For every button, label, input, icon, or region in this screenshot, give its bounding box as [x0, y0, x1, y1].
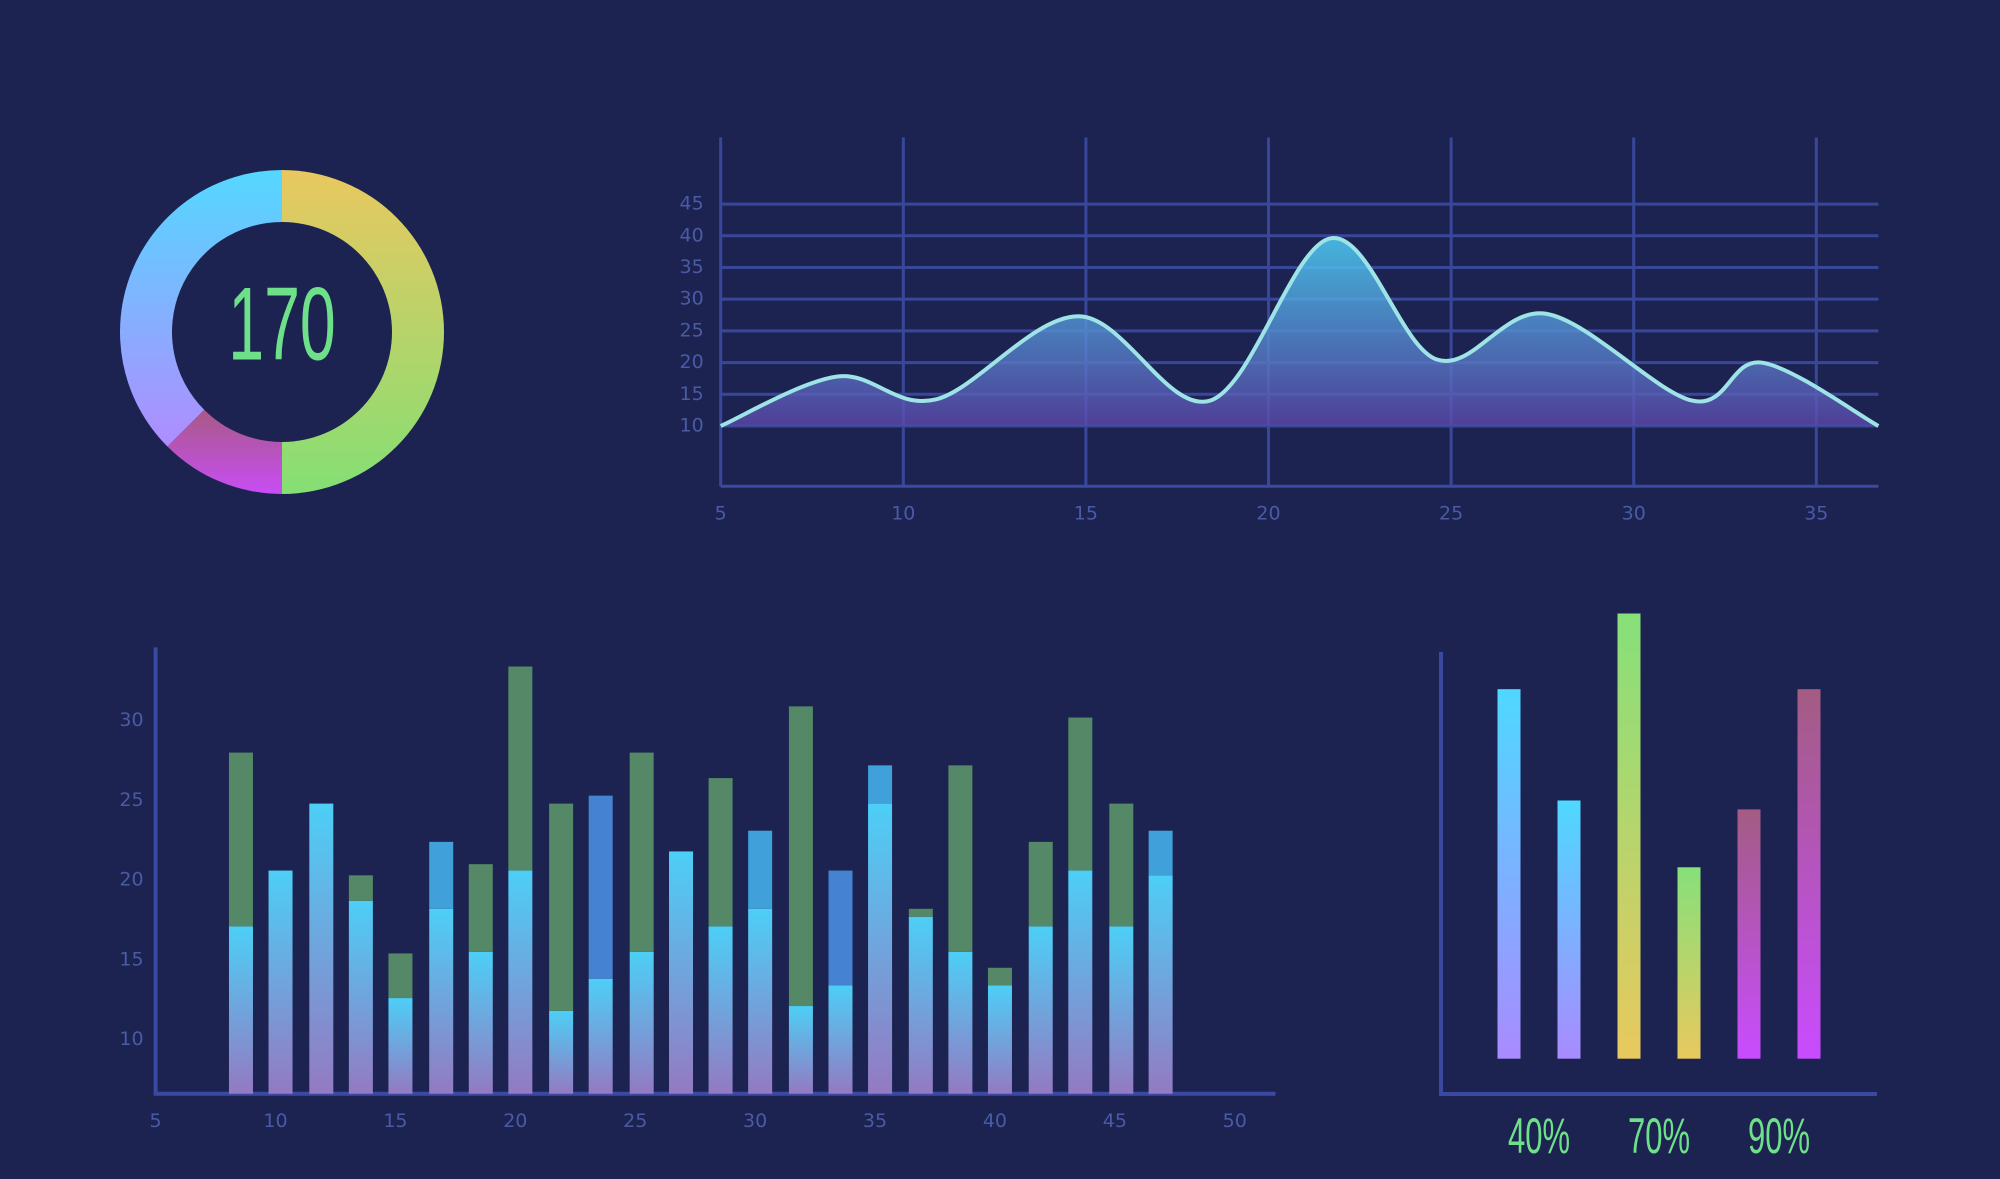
- y-tick-label: 10: [680, 414, 704, 436]
- x-tick-label: 25: [1439, 503, 1463, 525]
- bar-segment: [788, 1006, 813, 1094]
- bar-segment: [828, 870, 853, 986]
- bar-segment: [1109, 803, 1134, 927]
- bar-segment: [908, 916, 933, 1094]
- bar-segment: [708, 926, 733, 1094]
- bar-segment: [987, 967, 1012, 986]
- x-tick-label: 5: [715, 503, 727, 525]
- bar: [1737, 809, 1761, 1059]
- x-tick-label: 35: [1804, 503, 1828, 525]
- donut-segment: [119, 170, 282, 447]
- bar-segment: [828, 985, 853, 1094]
- bar-segment: [429, 841, 454, 909]
- bar-segment: [429, 908, 454, 1094]
- x-tick-label: 40: [983, 1110, 1007, 1132]
- bar-segment: [669, 851, 694, 1094]
- bar-segment: [1148, 830, 1173, 876]
- bar: [1497, 689, 1521, 1059]
- category-label: 90%: [1748, 1108, 1810, 1164]
- bar-segment: [228, 752, 253, 927]
- bar-segment: [508, 870, 533, 1094]
- bar-segment: [987, 985, 1012, 1094]
- y-tick-label: 20: [119, 869, 143, 891]
- x-tick-label: 25: [623, 1110, 647, 1132]
- bar-segment: [468, 951, 493, 1094]
- bar-segment: [1028, 926, 1053, 1094]
- axis-line: [153, 647, 1276, 1096]
- y-tick-label: 25: [680, 319, 704, 341]
- bar-segment: [1068, 870, 1093, 1094]
- bar-segment: [1028, 841, 1053, 927]
- bar: [1797, 689, 1821, 1059]
- axis-line: [1439, 652, 1877, 1096]
- bar-segment: [549, 803, 574, 1011]
- bar-segment: [549, 1010, 574, 1094]
- y-tick-label: 15: [119, 948, 143, 970]
- bar-segment: [948, 951, 973, 1094]
- x-tick-label: 35: [863, 1110, 887, 1132]
- bar-segment: [1068, 717, 1093, 871]
- bar-segment: [588, 978, 613, 1094]
- bar-segment: [629, 951, 654, 1094]
- bar-segment: [1109, 926, 1134, 1094]
- x-tick-label: 10: [891, 503, 915, 525]
- bar-segment: [508, 666, 533, 871]
- x-tick-label: 30: [1622, 503, 1646, 525]
- bar-segment: [309, 803, 334, 1094]
- line: [719, 236, 1880, 428]
- y-tick-label: 30: [119, 709, 143, 731]
- y-tick-label: 25: [119, 789, 143, 811]
- bar-segment: [788, 706, 813, 1007]
- bar-segment: [348, 900, 373, 1094]
- bar-segment: [748, 908, 773, 1094]
- x-tick-label: 15: [383, 1110, 407, 1132]
- y-tick-label: 20: [680, 351, 704, 373]
- donut-center-value: 170: [228, 267, 336, 382]
- x-tick-label: 50: [1223, 1110, 1247, 1132]
- x-tick-label: 15: [1074, 503, 1098, 525]
- category-label: 40%: [1508, 1108, 1570, 1164]
- bar-segment: [388, 998, 413, 1094]
- y-tick-label: 40: [680, 224, 704, 246]
- bar: [1557, 800, 1581, 1059]
- y-tick-label: 30: [680, 288, 704, 310]
- bar-segment: [868, 765, 893, 804]
- x-tick-label: 30: [743, 1110, 767, 1132]
- bar-segment: [748, 830, 773, 909]
- x-tick-label: 20: [503, 1110, 527, 1132]
- bar-segment: [468, 864, 493, 952]
- bar-segment: [708, 778, 733, 927]
- category-label: 70%: [1628, 1108, 1690, 1164]
- bar-segment: [868, 803, 893, 1094]
- x-tick-label: 10: [263, 1110, 287, 1132]
- area: [720, 238, 1879, 426]
- y-tick-label: 35: [680, 256, 704, 278]
- y-tick-label: 45: [680, 193, 704, 215]
- bar-segment: [629, 752, 654, 952]
- y-tick-label: 15: [680, 383, 704, 405]
- bar-segment: [348, 875, 373, 901]
- y-tick-label: 10: [119, 1028, 143, 1050]
- x-tick-label: 45: [1103, 1110, 1127, 1132]
- x-tick-label: 5: [150, 1110, 162, 1132]
- bar: [1617, 613, 1641, 1059]
- bar: [1677, 867, 1701, 1059]
- x-tick-label: 20: [1256, 503, 1280, 525]
- donut-segment: [282, 170, 444, 494]
- bar-segment: [388, 953, 413, 999]
- bar-segment: [908, 908, 933, 917]
- bar-segment: [948, 765, 973, 952]
- bar-segment: [1148, 875, 1173, 1094]
- bar-segment: [228, 926, 253, 1094]
- bar-segment: [588, 795, 613, 979]
- donut-segment: [167, 409, 282, 494]
- bar-segment: [268, 870, 293, 1094]
